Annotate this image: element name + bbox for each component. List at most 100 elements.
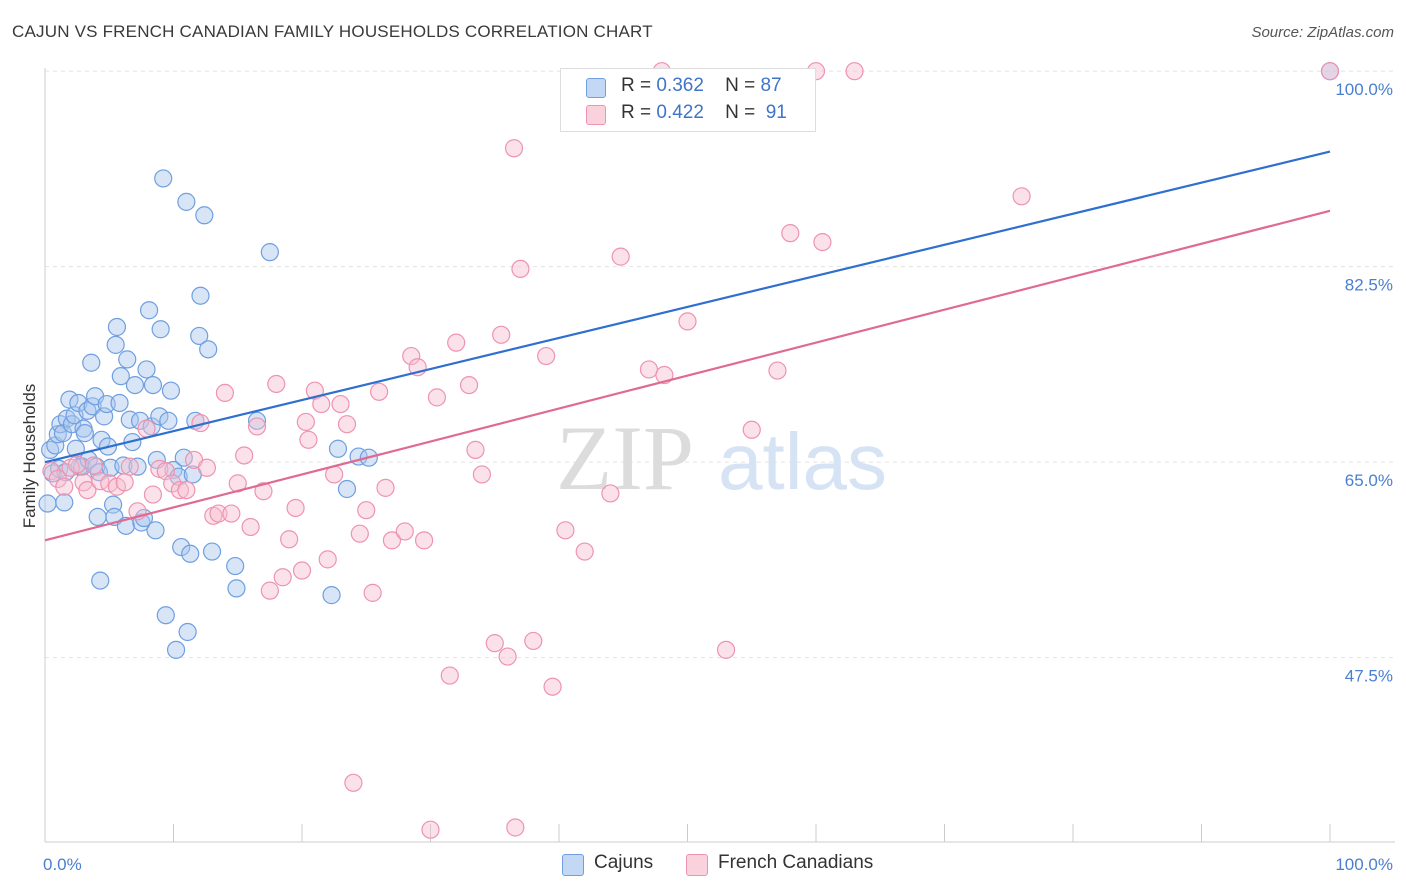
x-tick-label-0: 0.0% (43, 855, 82, 874)
french-canadian-point-26 (215, 383, 234, 403)
cajun-point-57 (151, 320, 170, 339)
french-canadian-point-11 (115, 473, 134, 492)
cajun-point-38 (110, 393, 129, 413)
french-canadian-point-7 (84, 456, 103, 475)
french-canadian-point-77 (639, 360, 659, 379)
cajun-point-67 (177, 192, 196, 211)
french-canadian-point-71 (537, 346, 556, 366)
chart-source: Source: ZipAtlas.com (1251, 24, 1394, 41)
french-canadian-point-52 (382, 531, 402, 550)
cajun-point-19 (75, 424, 94, 443)
legend-swatch-cajuns (586, 78, 606, 98)
french-canadian-point-19 (170, 481, 190, 500)
cajun-point-69 (181, 544, 200, 563)
french-canadian-point-82 (742, 420, 761, 439)
french-canadian-point-73 (556, 521, 575, 540)
french-canadian-point-87 (1012, 187, 1031, 206)
french-canadian-point-80 (678, 312, 697, 331)
french-canadian-point-30 (241, 517, 260, 537)
french-canadian-point-51 (376, 478, 395, 497)
cajun-point-59 (156, 606, 175, 625)
series-legend: Cajuns French Canadians (0, 852, 1406, 878)
french-canadian-point-76 (611, 247, 630, 266)
french-canadian-point-54 (402, 346, 421, 366)
french-canadian-point-53 (395, 522, 414, 541)
series-swatch-french-canadians (686, 854, 708, 876)
french-canadian-point-66 (498, 647, 517, 666)
french-canadian-point-49 (363, 583, 382, 602)
french-canadian-point-14 (137, 419, 156, 438)
french-canadian-point-48 (357, 501, 376, 520)
axes (44, 68, 1395, 843)
chart-title: CAJUN VS FRENCH CANADIAN FAMILY HOUSEHOL… (12, 22, 653, 41)
cajun-point-83 (337, 479, 357, 499)
cajun-point-73 (191, 286, 210, 305)
french-canadian-point-6 (78, 481, 97, 500)
series-label-french-canadians: French Canadians (718, 852, 874, 873)
french-canadian-point-38 (292, 561, 312, 580)
x-tick-label-1: 100.0% (1335, 855, 1393, 874)
french-canadian-point-64 (485, 634, 504, 653)
cajun-point-54 (146, 521, 165, 540)
french-canadian-point-65 (492, 325, 511, 344)
french-canadian-point-60 (447, 333, 466, 352)
french-canadian-point-75 (601, 484, 620, 503)
french-canadian-point-44 (331, 394, 350, 414)
french-canadian-point-68 (506, 818, 525, 837)
french-canadian-point-46 (344, 773, 363, 792)
cajun-point-51 (139, 301, 159, 320)
cajun-point-46 (128, 457, 147, 476)
french-canadian-point-37 (286, 498, 305, 518)
cajun-point-27 (88, 507, 107, 527)
french-canadian-point-90 (1320, 62, 1340, 81)
cajun-point-79 (247, 411, 267, 430)
french-canadian-point-23 (197, 458, 217, 477)
legend-n-label: N = (725, 102, 756, 123)
cajun-trend-line (44, 150, 1331, 464)
french-canadian-point-15 (143, 485, 163, 504)
y-axis-label: Family Households (20, 384, 39, 529)
cajun-point-42 (118, 350, 137, 369)
french-canadian-point-47 (350, 524, 369, 543)
french-canadian-point-20 (177, 481, 196, 500)
legend-n-cajuns: 87 (760, 75, 782, 96)
cajun-point-61 (161, 381, 181, 400)
correlation-legend: R = 0.362 N = 87 R = 0.422 N = 91 (560, 68, 816, 132)
cajun-point-0 (38, 494, 57, 513)
y-tick-label-1: 65.0% (1345, 471, 1393, 490)
cajun-point-81 (322, 586, 341, 605)
cajun-point-50 (137, 360, 156, 379)
french-canadian-point-69 (511, 259, 530, 279)
french-canadian-point-41 (312, 394, 331, 414)
french-canadian-point-42 (318, 550, 337, 569)
cajun-point-76 (202, 542, 222, 561)
french-canadian-point-74 (575, 542, 594, 561)
french-canadian-trend-line (44, 209, 1331, 542)
french-canadian-point-63 (472, 465, 491, 484)
french-canadian-point-58 (427, 388, 447, 407)
watermark-zip: ZIP (556, 407, 694, 509)
legend-r-label: R = (621, 75, 652, 96)
cajun-point-78 (227, 579, 246, 598)
cajun-point-45 (125, 375, 145, 395)
gridlines (45, 70, 1395, 659)
french-canadian-point-83 (768, 361, 787, 380)
french-canadian-point-72 (543, 677, 562, 696)
cajun-point-28 (91, 571, 110, 590)
cajun-point-74 (195, 206, 214, 225)
french-canadian-point-84 (781, 224, 800, 243)
cajun-point-39 (111, 367, 130, 386)
cajun-point-31 (97, 394, 116, 414)
french-canadian-point-4 (68, 455, 87, 474)
french-canadian-point-31 (247, 417, 267, 436)
series-swatch-cajuns (562, 854, 584, 876)
watermark-atlas: atlas (718, 417, 887, 506)
cajun-points (38, 62, 1340, 659)
cajun-point-60 (159, 411, 178, 430)
legend-r-label: R = (621, 102, 652, 123)
french-canadian-point-86 (813, 232, 832, 252)
french-canadian-point-25 (209, 504, 228, 523)
french-canadian-point-34 (267, 374, 286, 394)
legend-r-cajuns: 0.362 (656, 75, 704, 96)
french-canadian-point-56 (414, 531, 434, 550)
